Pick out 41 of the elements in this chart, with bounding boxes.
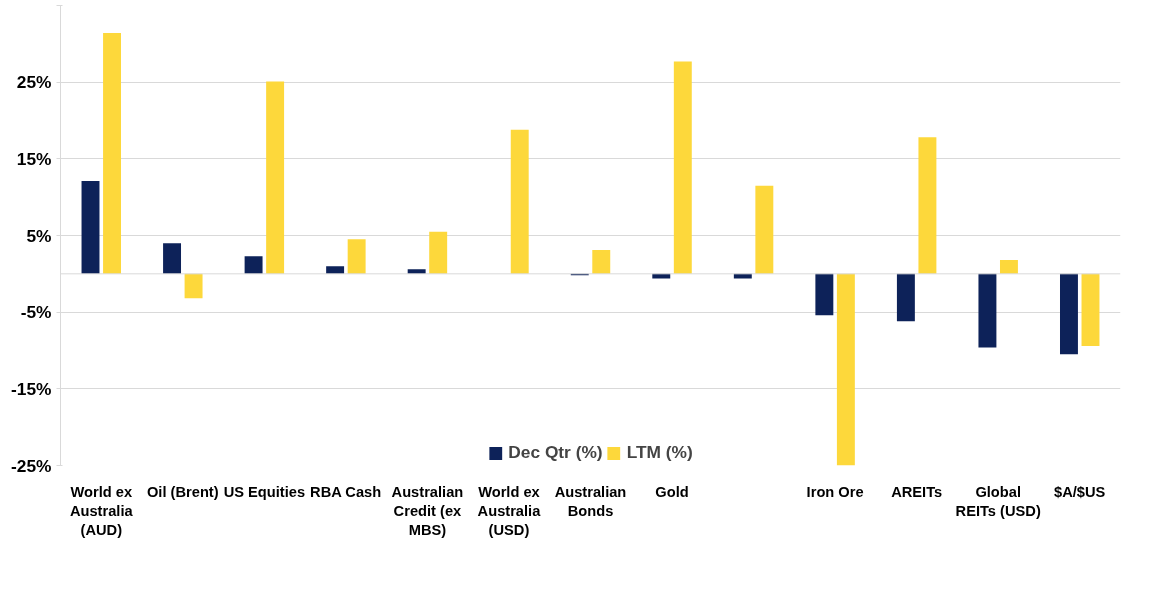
bar [184,273,203,299]
bar [836,273,855,466]
y-tick-label: -15% [11,378,52,399]
legend-label: LTM (%) [626,442,693,463]
y-tick-label: 5% [26,225,52,246]
bar [896,273,915,322]
bar [1060,273,1078,355]
x-tick-label: Oil (Brent) [146,483,219,500]
x-tick-label: World ex Australia (USD) [477,483,542,538]
bar [978,273,997,348]
bar [918,137,937,274]
x-tick-label: Australian Credit (ex MBS) [391,483,464,538]
y-tick-label: 15% [16,148,52,169]
legend-label: Dec Qtr (%) [508,442,603,463]
bar [429,231,448,274]
x-tick-label: Iron Ore [806,483,864,500]
x-tick-label: World ex Australia (AUD) [69,483,134,538]
x-tick-label: $A/$US [1054,483,1106,500]
bar [244,256,263,274]
bar [347,239,366,274]
x-tick-label: AREITs [891,483,943,500]
bar [81,181,100,274]
bar [103,33,121,274]
x-tick-label: Gold [655,483,689,500]
bar [510,129,529,274]
bar [592,250,611,274]
bar [815,273,834,316]
y-tick-label: 25% [16,72,52,93]
bar [266,81,285,274]
x-tick-label: Australian Bonds [554,483,627,519]
y-tick-label: -25% [11,455,52,476]
x-tick-label: US Equities [223,483,306,500]
bar [755,185,774,274]
x-tick-label: RBA Cash [310,483,382,500]
bar [326,266,345,274]
x-tick-label: Global REITs (USD) [955,483,1041,519]
y-tick-label: -5% [20,302,52,323]
bar [999,260,1018,274]
bar [673,61,692,274]
bar [163,243,182,274]
bar [1081,273,1100,346]
